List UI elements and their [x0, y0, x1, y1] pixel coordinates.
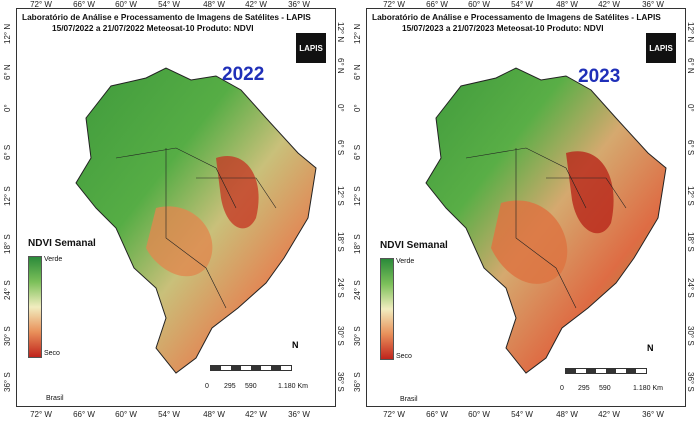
brazil-ndvi-map [425, 67, 667, 374]
lat-tick-right-24s: 24° S [686, 278, 695, 298]
inset-brasil-label: Brasil [400, 396, 418, 403]
lat-tick-left-12n: 12° N [3, 23, 12, 44]
lon-tick-bottom-42: 42° W [245, 410, 267, 419]
lon-tick-top-42: 42° W [598, 0, 620, 9]
lat-tick-left-6s: 6° S [353, 144, 362, 160]
title-line-2: 15/07/2023 a 21/07/2023 Meteosat-10 Prod… [402, 23, 604, 33]
lat-tick-right-12s: 12° S [336, 186, 345, 206]
north-arrow: N [292, 340, 299, 350]
lon-tick-bottom-36: 36° W [288, 410, 310, 419]
lat-tick-left-12n: 12° N [353, 23, 362, 44]
lon-tick-bottom-48: 48° W [203, 410, 225, 419]
lon-tick-top-36: 36° W [642, 0, 664, 9]
title-line-2: 15/07/2022 a 21/07/2022 Meteosat-10 Prod… [52, 23, 254, 33]
lon-tick-bottom-60: 60° W [115, 410, 137, 419]
lon-tick-top-60: 60° W [115, 0, 137, 9]
lon-tick-top-60: 60° W [468, 0, 490, 9]
lon-tick-bottom-36: 36° W [642, 410, 664, 419]
lat-tick-left-0: 0° [353, 104, 362, 112]
year-label: 2022 [222, 64, 265, 85]
lon-tick-bottom-72: 72° W [383, 410, 405, 419]
lat-tick-left-24s: 24° S [3, 280, 12, 300]
scale-label-1180: 1.180 Km [278, 383, 308, 390]
legend-low-label: Seco [44, 350, 60, 357]
lon-tick-top-48: 48° W [203, 0, 225, 9]
legend-low-label: Seco [396, 353, 412, 360]
lat-tick-right-18s: 18° S [336, 232, 345, 252]
lon-tick-top-72: 72° W [383, 0, 405, 9]
lon-tick-bottom-60: 60° W [468, 410, 490, 419]
lon-tick-bottom-54: 54° W [511, 410, 533, 419]
lat-tick-right-18s: 18° S [686, 232, 695, 252]
lat-tick-left-18s: 18° S [353, 234, 362, 254]
year-label: 2023 [578, 66, 621, 87]
lat-tick-right-12n: 12° N [686, 22, 695, 43]
scale-label-0: 0 [560, 385, 564, 392]
lat-tick-left-18s: 18° S [3, 234, 12, 254]
scale-label-0: 0 [205, 383, 209, 390]
lon-tick-bottom-48: 48° W [556, 410, 578, 419]
scale-label-1180: 1.180 Km [633, 385, 663, 392]
lat-tick-right-0: 0° [336, 104, 345, 112]
title-line-1: Laboratório de Análise e Processamento d… [22, 12, 311, 22]
legend-title: NDVI Semanal [28, 238, 96, 249]
lon-tick-bottom-66: 66° W [73, 410, 95, 419]
scale-label-590: 590 [599, 385, 611, 392]
lon-tick-top-54: 54° W [158, 0, 180, 9]
lat-tick-right-6s: 6° S [336, 140, 345, 156]
lapis-logo: LAPIS [296, 33, 326, 63]
lon-tick-bottom-54: 54° W [158, 410, 180, 419]
lat-tick-right-12n: 12° N [336, 22, 345, 43]
lat-tick-right-30s: 30° S [686, 326, 695, 346]
lat-tick-left-12s: 12° S [353, 186, 362, 206]
lat-tick-right-24s: 24° S [336, 278, 345, 298]
lat-tick-left-30s: 30° S [3, 326, 12, 346]
lon-tick-top-42: 42° W [245, 0, 267, 9]
lat-tick-left-6n: 6° N [353, 64, 362, 80]
lon-tick-top-36: 36° W [288, 0, 310, 9]
lon-tick-bottom-66: 66° W [426, 410, 448, 419]
legend-high-label: Verde [44, 256, 63, 263]
scale-bar [565, 368, 647, 374]
scale-label-295: 295 [578, 385, 590, 392]
lat-tick-left-30s: 30° S [353, 326, 362, 346]
ndvi-colorbar [380, 258, 394, 360]
map-panel-2023: Laboratório de Análise e Processamento d… [350, 0, 700, 423]
lat-tick-left-6s: 6° S [3, 144, 12, 160]
lat-tick-left-6n: 6° N [3, 64, 12, 80]
lon-tick-top-66: 66° W [73, 0, 95, 9]
brazil-ndvi-map [75, 67, 317, 374]
lat-tick-right-6n: 6° N [686, 58, 695, 74]
scale-label-590: 590 [245, 383, 257, 390]
lat-tick-left-36s: 36° S [3, 372, 12, 392]
lat-tick-left-36s: 36° S [353, 372, 362, 392]
north-arrow: N [647, 343, 654, 353]
lat-tick-right-30s: 30° S [336, 326, 345, 346]
lat-tick-right-36s: 36° S [336, 372, 345, 392]
lat-tick-right-12s: 12° S [686, 186, 695, 206]
legend-title: NDVI Semanal [380, 240, 448, 251]
lon-tick-top-66: 66° W [426, 0, 448, 9]
inset-brasil-label: Brasil [46, 395, 64, 402]
lat-tick-left-24s: 24° S [353, 280, 362, 300]
title-line-1: Laboratório de Análise e Processamento d… [372, 12, 661, 22]
legend-high-label: Verde [396, 258, 415, 265]
map-panel-2022: Laboratório de Análise e Processamento d… [3, 0, 345, 419]
lat-tick-left-0: 0° [3, 104, 12, 112]
lon-tick-top-48: 48° W [556, 0, 578, 9]
lapis-logo: LAPIS [646, 33, 676, 63]
lon-tick-top-54: 54° W [511, 0, 533, 9]
lon-tick-bottom-42: 42° W [598, 410, 620, 419]
lat-tick-right-0: 0° [686, 104, 695, 112]
lat-tick-right-6s: 6° S [686, 140, 695, 156]
scale-bar [210, 365, 292, 371]
lon-tick-top-72: 72° W [30, 0, 52, 9]
ndvi-colorbar [28, 256, 42, 358]
scale-label-295: 295 [224, 383, 236, 390]
lat-tick-right-6n: 6° N [336, 58, 345, 74]
lat-tick-left-12s: 12° S [3, 186, 12, 206]
lat-tick-right-36s: 36° S [686, 372, 695, 392]
lon-tick-bottom-72: 72° W [30, 410, 52, 419]
